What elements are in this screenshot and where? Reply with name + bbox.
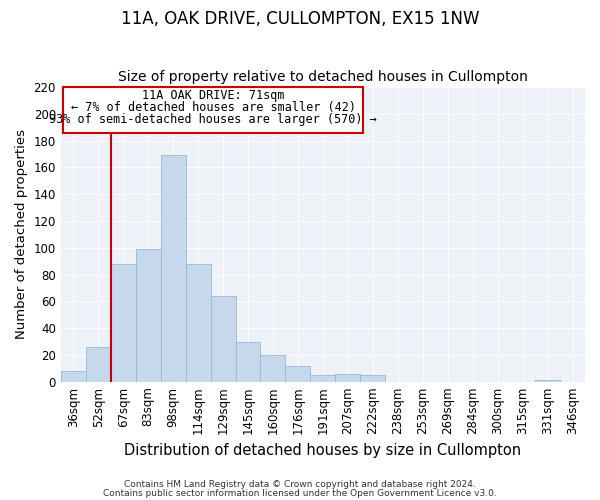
Text: Contains public sector information licensed under the Open Government Licence v3: Contains public sector information licen… (103, 490, 497, 498)
Bar (260, 355, 286, 382)
Title: Size of property relative to detached houses in Cullompton: Size of property relative to detached ho… (118, 70, 528, 85)
Bar (535, 380, 560, 382)
Bar (310, 375, 335, 382)
Bar (286, 366, 310, 382)
Bar (61, 371, 86, 382)
Text: ← 7% of detached houses are smaller (42): ← 7% of detached houses are smaller (42) (71, 100, 356, 114)
Bar (86, 347, 111, 382)
Bar (136, 249, 161, 382)
Bar (236, 342, 260, 382)
Bar (335, 374, 361, 382)
Text: 11A OAK DRIVE: 71sqm: 11A OAK DRIVE: 71sqm (142, 88, 284, 102)
Bar (185, 264, 211, 382)
Bar (161, 156, 185, 382)
Text: 93% of semi-detached houses are larger (570) →: 93% of semi-detached houses are larger (… (49, 112, 377, 126)
Bar (63, 87, 363, 132)
Bar (111, 264, 136, 382)
X-axis label: Distribution of detached houses by size in Cullompton: Distribution of detached houses by size … (124, 442, 521, 458)
Y-axis label: Number of detached properties: Number of detached properties (15, 130, 28, 340)
Bar (361, 375, 385, 382)
Text: 11A, OAK DRIVE, CULLOMPTON, EX15 1NW: 11A, OAK DRIVE, CULLOMPTON, EX15 1NW (121, 10, 479, 28)
Bar (211, 296, 236, 382)
Text: Contains HM Land Registry data © Crown copyright and database right 2024.: Contains HM Land Registry data © Crown c… (124, 480, 476, 489)
